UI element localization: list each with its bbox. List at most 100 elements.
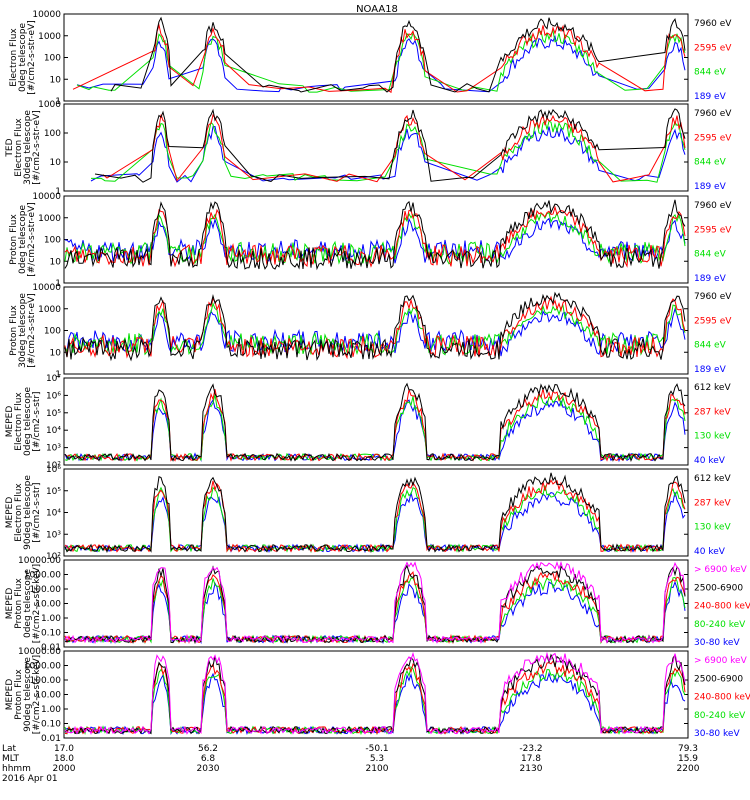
y-axis-label: [#/cm2-s-str-keV] — [32, 564, 42, 643]
series-trace — [76, 29, 686, 93]
series-trace — [76, 34, 686, 93]
y-axis-label: [#/cm2-s-str-eV] — [27, 293, 37, 368]
y-tick-label: 10 — [50, 158, 62, 168]
y-axis-label: 90deg telescope — [23, 475, 33, 550]
legend-entry: 2595 eV — [694, 43, 732, 53]
legend-entry: > 6900 keV — [694, 656, 748, 666]
legend-entry: > 6900 keV — [694, 565, 748, 575]
legend-entry: 844 eV — [694, 158, 727, 168]
y-tick-label: 10000 — [32, 283, 61, 293]
panel-4: 1 10 100 1000 10000 Proton Flux 30deg telescop… — [9, 283, 732, 380]
legend-entry: 2500-6900 — [694, 674, 743, 684]
y-tick-label: 100 — [44, 129, 61, 139]
series-trace — [64, 580, 686, 645]
legend-entry: 612 keV — [694, 474, 731, 484]
y-tick-label: 1000 — [38, 32, 61, 42]
legend-entry: 612 keV — [694, 383, 731, 393]
y-tick-label: 10000 — [32, 192, 61, 202]
y-axis-label: [#/cm2-s-str-eV] — [32, 110, 42, 185]
y-tick-label: 10000.00 — [18, 647, 61, 657]
chart-title: NOAA18 — [356, 4, 398, 15]
y-axis-label: TED — [5, 138, 15, 157]
y-axis-label: MEPED — [5, 497, 15, 529]
panel-frame — [63, 650, 689, 739]
legend-entry: 30-80 keV — [694, 638, 740, 648]
y-axis-label: MEPED — [5, 679, 15, 711]
y-tick-label: 1000.00 — [24, 571, 61, 581]
legend-entry: 844 eV — [694, 341, 727, 351]
y-axis-label: [#/cm2-s-str-eV] — [27, 202, 37, 277]
y-tick-label: 1.00 — [41, 705, 61, 715]
legend-entry: 189 eV — [694, 182, 727, 192]
series-trace — [64, 394, 686, 462]
y-tick-label: 1000 — [38, 100, 61, 110]
y-axis-label: Electron Flux — [14, 118, 24, 177]
legend-entry: 40 keV — [694, 547, 726, 557]
series-trace — [94, 108, 686, 183]
legend-entry: 2500-6900 — [694, 583, 743, 593]
x-tick-label: 2130 — [520, 764, 543, 774]
y-tick-label: 10⁷ — [46, 374, 61, 384]
y-axis-label: 30deg telescope — [23, 110, 33, 185]
y-tick-label: 10³ — [46, 530, 61, 540]
y-tick-label: 10⁵ — [46, 409, 61, 419]
y-tick-label: 10 — [50, 75, 62, 85]
y-axis-label: MEPED — [5, 406, 15, 438]
y-tick-label: 1 — [55, 370, 61, 380]
x-tick-label: 2100 — [366, 764, 389, 774]
panel-6: 10² 10³ 10⁴ 10⁵ 10⁶ MEPED Electron Flux 90deg t… — [5, 465, 731, 562]
y-axis-label: Proton Flux — [14, 578, 24, 629]
legend-entry: 240-800 keV — [694, 602, 750, 612]
series-trace — [90, 125, 686, 183]
y-axis-label: [#/cm2-s-str-keV] — [32, 655, 42, 734]
y-tick-label: 10⁴ — [46, 509, 61, 519]
y-tick-label: 0.01 — [41, 734, 61, 744]
y-tick-label: 1.00 — [41, 614, 61, 624]
x-tick-label: 18.0 — [54, 754, 74, 764]
legend-entry: 2595 eV — [694, 316, 732, 326]
date-label: 2016 Apr 01 — [2, 774, 58, 784]
series-trace — [64, 211, 686, 265]
y-tick-label: 10.00 — [35, 691, 61, 701]
x-tick-label: 2030 — [197, 764, 220, 774]
legend-entry: 2595 eV — [694, 225, 732, 235]
legend-entry: 240-800 keV — [694, 693, 750, 703]
x-tick-label: 56.2 — [198, 744, 218, 754]
y-axis-label: MEPED — [5, 588, 15, 620]
legend-entry: 189 eV — [694, 274, 727, 284]
y-tick-label: 100 — [44, 236, 61, 246]
legend-entry: 30-80 keV — [694, 729, 740, 739]
series-trace — [64, 387, 686, 462]
legend-entry: 80-240 keV — [694, 620, 746, 630]
y-tick-label: 10² — [46, 461, 61, 471]
series-trace — [64, 472, 686, 554]
y-axis-label: 0deg telescope — [23, 569, 33, 639]
y-tick-label: 10⁵ — [46, 487, 61, 497]
y-axis-label: Electron Flux — [14, 392, 24, 451]
series-trace — [64, 651, 686, 735]
x-tick-label: 2000 — [53, 764, 76, 774]
y-tick-label: 1 — [55, 97, 61, 107]
y-tick-label: 10⁶ — [46, 465, 61, 475]
y-axis-label: Proton Flux — [9, 214, 19, 265]
y-tick-label: 10.00 — [35, 600, 61, 610]
panel-8: 0.01 0.10 1.00 10.00 100.00 1000.00 10000.00 ME… — [5, 647, 750, 744]
series-trace — [64, 302, 686, 356]
y-tick-label: 0.10 — [41, 629, 61, 639]
legend-entry: 844 eV — [694, 250, 727, 260]
y-tick-label: 10 — [50, 257, 62, 267]
y-axis-label: [#/cm2-s-str] — [32, 482, 42, 542]
y-tick-label: 10⁴ — [46, 426, 61, 436]
legend-entry: 80-240 keV — [694, 711, 746, 721]
y-tick-label: 10² — [46, 552, 61, 562]
y-axis-label: 30deg telescope — [18, 293, 28, 368]
y-axis-label: Proton Flux — [14, 669, 24, 720]
y-tick-label: 1000 — [38, 214, 61, 224]
y-tick-label: 1 — [55, 187, 61, 197]
series-trace — [64, 564, 686, 645]
series-trace — [64, 560, 686, 644]
panel-frame — [63, 103, 689, 192]
series-trace — [64, 307, 686, 357]
legend-entry: 7960 eV — [694, 292, 732, 302]
y-axis-label: Proton Flux — [9, 305, 19, 356]
